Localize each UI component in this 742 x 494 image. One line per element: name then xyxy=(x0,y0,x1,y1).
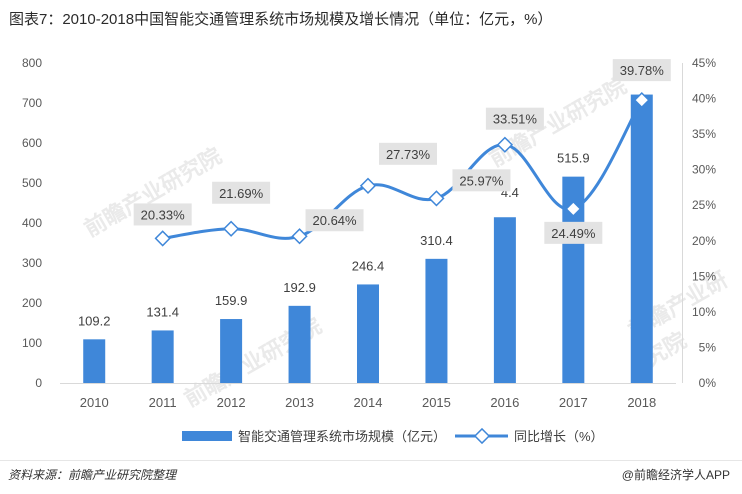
bar xyxy=(630,94,653,383)
growth-label-box xyxy=(485,107,544,130)
bar xyxy=(425,258,448,383)
y-left-tick-label: 0 xyxy=(35,376,42,390)
y-right-tick-label: 5% xyxy=(699,340,717,354)
y-right-tick-label: 30% xyxy=(692,163,716,177)
growth-value-label: 27.73% xyxy=(386,147,431,162)
y-left-tick-label: 500 xyxy=(22,176,42,190)
line-series xyxy=(154,91,650,247)
growth-value-label: 20.33% xyxy=(141,207,186,222)
legend-line-marker xyxy=(473,427,491,445)
x-tick-label: 2015 xyxy=(422,395,451,410)
y-left-tick-label: 800 xyxy=(22,56,42,70)
x-tick-label: 2018 xyxy=(627,395,656,410)
line-labels: 20.33% 21.69% 20.64% 27.73% 25.97% 33.51% 24.4… xyxy=(133,59,671,244)
line-point xyxy=(291,228,308,245)
bar xyxy=(493,217,516,383)
y-left-tick-label: 700 xyxy=(22,96,42,110)
x-tick-label: 2014 xyxy=(354,395,383,410)
y-right-tick-label: 25% xyxy=(692,198,716,212)
legend: 智能交通管理系统市场规模（亿元） 同比增长（%） xyxy=(182,427,604,445)
bar-value-label: 109.2 xyxy=(78,313,111,328)
growth-value-label: 24.49% xyxy=(551,226,596,241)
y-left-tick-label: 600 xyxy=(22,136,42,150)
legend-line-label: 同比增长（%） xyxy=(514,429,604,444)
x-tick-label: 2010 xyxy=(80,395,109,410)
growth-value-label: 20.64% xyxy=(313,213,358,228)
combo-chart: 0 100 200 300 400 500 600 700 800 0% 5% 10% 15% 20% 2… xyxy=(22,56,717,445)
brand-note: @前瞻经济学人APP xyxy=(621,468,730,482)
right-axis: 0% 5% 10% 15% 20% 25% 30% 35% 40% 45% xyxy=(682,56,717,390)
growth-value-label: 21.69% xyxy=(219,186,264,201)
bar xyxy=(220,319,243,383)
line-point xyxy=(633,91,650,109)
source-note: 资料来源：前瞻产业研究院整理 xyxy=(8,468,177,482)
bar xyxy=(151,330,174,383)
x-tick-label: 2011 xyxy=(149,395,177,410)
growth-label-box xyxy=(452,169,511,192)
left-axis: 0 100 200 300 400 500 600 700 800 xyxy=(22,56,676,390)
line-point xyxy=(428,190,445,207)
bar-value-label: 192.9 xyxy=(283,280,316,295)
y-right-tick-label: 35% xyxy=(692,127,716,141)
y-right-tick-label: 0% xyxy=(699,376,717,390)
bar-value-label: 515.9 xyxy=(557,151,590,166)
bar-value-label: 246.4 xyxy=(352,258,385,273)
bar-value-label: 159.9 xyxy=(215,293,248,308)
x-tick-label: 2012 xyxy=(217,395,246,410)
y-right-tick-label: 15% xyxy=(692,269,716,283)
growth-label-box xyxy=(133,203,192,226)
chart-title: 图表7：2010-2018中国智能交通管理系统市场规模及增长情况（单位：亿元，%… xyxy=(9,11,553,28)
y-right-tick-label: 45% xyxy=(692,56,716,70)
growth-label-box xyxy=(305,209,364,232)
bar xyxy=(83,339,106,383)
growth-value-label: 39.78% xyxy=(620,63,665,78)
line-point xyxy=(154,230,171,247)
y-left-tick-label: 200 xyxy=(22,296,42,310)
x-axis-labels: 2010 2011 2012 2013 2014 2015 2016 2017 2018 xyxy=(80,395,656,410)
line-point xyxy=(565,200,582,217)
legend-bar-label: 智能交通管理系统市场规模（亿元） xyxy=(238,429,446,444)
x-tick-label: 2016 xyxy=(490,395,519,410)
x-tick-label: 2017 xyxy=(559,395,588,410)
growth-label-box xyxy=(212,181,271,204)
bar-value-label: 131.4 xyxy=(146,304,179,319)
bar-value-label: 310.4 xyxy=(420,233,453,248)
footer-divider xyxy=(0,460,742,461)
legend-bar-swatch xyxy=(182,431,232,441)
line-point xyxy=(496,136,514,153)
line-point xyxy=(222,220,240,237)
growth-value-label: 25.97% xyxy=(459,173,504,188)
bar xyxy=(288,305,311,383)
y-left-tick-label: 300 xyxy=(22,256,42,270)
y-left-tick-label: 100 xyxy=(22,336,42,350)
growth-value-label: 33.51% xyxy=(493,112,538,127)
y-right-tick-label: 20% xyxy=(692,234,716,248)
x-tick-label: 2013 xyxy=(285,395,314,410)
growth-label-box xyxy=(544,221,603,244)
y-right-tick-label: 40% xyxy=(692,92,716,106)
growth-label-box xyxy=(379,142,437,165)
y-left-tick-label: 400 xyxy=(22,216,42,230)
bar xyxy=(357,284,379,383)
line-point xyxy=(359,177,377,194)
y-right-tick-label: 10% xyxy=(692,305,716,319)
growth-label-box xyxy=(612,59,671,82)
